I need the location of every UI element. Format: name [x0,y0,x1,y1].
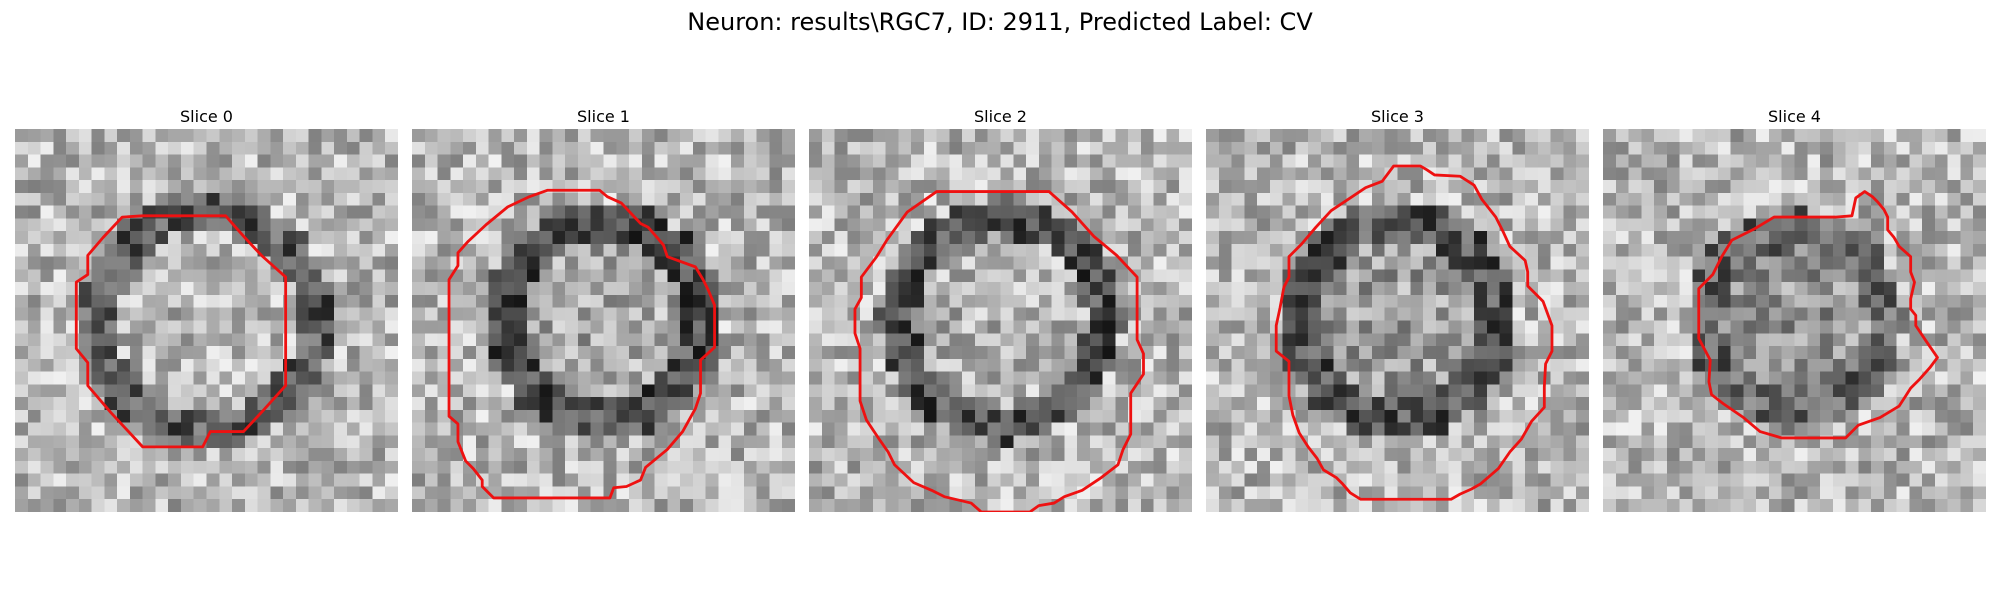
slice-panel-0: Slice 0 [15,105,398,512]
slice-3-outline [1274,164,1554,501]
slice-panel-4: Slice 4 [1603,105,1986,512]
slice-0-outline [74,214,288,449]
slice-3-title: Slice 3 [1371,107,1424,126]
slice-2-title: Slice 2 [974,107,1027,126]
slice-3-image [1206,129,1589,512]
slice-1-title: Slice 1 [577,107,630,126]
slice-1-image [412,129,795,512]
slice-panel-3: Slice 3 [1206,105,1589,512]
slice-panel-2: Slice 2 [809,105,1192,512]
slice-4-title: Slice 4 [1768,107,1821,126]
slice-4-outline [1697,190,1939,440]
slice-0-title: Slice 0 [180,107,233,126]
slice-0-image [15,129,398,512]
slice-2-outline [853,190,1145,512]
slice-1-outline [447,188,716,500]
slice-2-image [809,129,1192,512]
slice-4-image [1603,129,1986,512]
figure-title: Neuron: results\RGC7, ID: 2911, Predicte… [687,8,1313,36]
slice-panel-1: Slice 1 [412,105,795,512]
